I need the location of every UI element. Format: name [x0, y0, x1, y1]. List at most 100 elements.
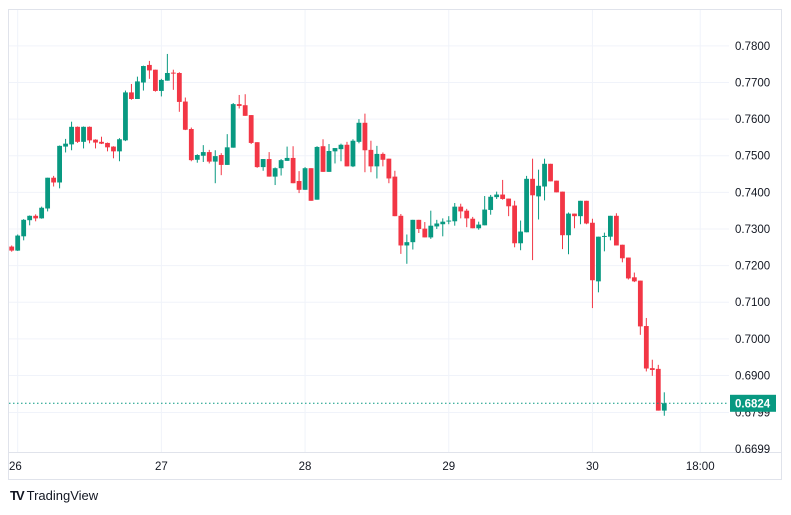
- candle-body: [152, 69, 158, 91]
- candle: [530, 158, 535, 261]
- candle: [57, 145, 62, 189]
- candle: [326, 144, 332, 172]
- price-tick-label: 0.7300: [735, 224, 770, 236]
- candle-body: [404, 242, 410, 246]
- candle-body: [326, 150, 332, 172]
- candle: [344, 141, 350, 167]
- candle: [452, 202, 458, 226]
- candle: [111, 146, 116, 159]
- candle: [631, 272, 637, 283]
- candle: [141, 65, 146, 91]
- candle: [81, 126, 86, 149]
- candle: [164, 53, 170, 81]
- time-tick-label: 18:00: [686, 461, 715, 473]
- candle: [578, 200, 583, 225]
- candle: [643, 317, 649, 372]
- candle-body: [446, 220, 452, 222]
- candle-body: [15, 235, 21, 251]
- candle-body: [45, 177, 51, 209]
- candle-body: [380, 153, 386, 160]
- candle-body: [500, 194, 506, 199]
- candle-body: [224, 147, 230, 165]
- candle-body: [542, 163, 547, 187]
- candle-body: [554, 180, 559, 193]
- candle-body: [81, 126, 86, 142]
- candle-body: [584, 200, 589, 224]
- candle-body: [188, 129, 194, 161]
- candle: [362, 113, 368, 173]
- candle-body: [230, 104, 236, 148]
- candle: [470, 216, 476, 229]
- candle-body: [135, 81, 140, 99]
- candle: [524, 175, 529, 233]
- candle: [9, 245, 15, 252]
- candle: [590, 218, 595, 309]
- candle-body: [608, 215, 613, 237]
- candle: [224, 134, 230, 165]
- candle-body: [578, 200, 583, 217]
- candle-body: [392, 176, 398, 217]
- candle-body: [158, 79, 164, 91]
- price-tick-label: 0.7500: [735, 151, 770, 163]
- candle-body: [590, 222, 595, 281]
- candle: [398, 213, 404, 254]
- candle: [332, 148, 338, 164]
- time-axis[interactable]: 26 27 28 29 30 18:00: [9, 461, 715, 473]
- candle: [117, 138, 122, 162]
- candle: [512, 200, 518, 248]
- candle: [27, 215, 33, 226]
- candle: [170, 69, 176, 90]
- time-tick-label: 26: [9, 461, 22, 473]
- candle: [278, 159, 284, 176]
- candle: [410, 219, 416, 250]
- candle: [434, 219, 440, 229]
- price-tick-label: 0.6900: [735, 370, 770, 382]
- candle: [428, 210, 434, 239]
- candle-body: [308, 168, 314, 201]
- candle-body: [398, 215, 404, 246]
- candle: [416, 219, 422, 234]
- candle-body: [655, 368, 661, 411]
- candle-body: [212, 156, 218, 162]
- candle: [488, 194, 494, 215]
- candle-body: [123, 92, 128, 141]
- candle: [152, 69, 158, 92]
- candle-body: [386, 158, 392, 179]
- candle: [105, 142, 110, 152]
- candle-body: [464, 210, 470, 219]
- candle-body: [661, 403, 667, 411]
- candle: [440, 218, 446, 237]
- candle: [500, 179, 506, 200]
- candle-body: [566, 213, 571, 236]
- candle: [218, 153, 224, 176]
- candle: [75, 126, 80, 143]
- candle-body: [57, 145, 62, 183]
- candle-body: [194, 155, 200, 160]
- candle-body: [649, 368, 655, 370]
- candle-body: [278, 160, 284, 169]
- candle-body: [452, 206, 458, 222]
- candle-body: [314, 146, 320, 200]
- candle-body: [170, 72, 176, 74]
- time-tick-label: 29: [442, 461, 455, 473]
- candle-body: [637, 280, 643, 327]
- candle: [45, 177, 51, 212]
- candle: [619, 244, 625, 263]
- candle: [266, 152, 272, 177]
- candle: [374, 145, 380, 179]
- price-tick-label: 0.7700: [735, 78, 770, 90]
- candle: [296, 171, 302, 194]
- tradingview-logo-text: TradingView: [26, 488, 99, 503]
- candle: [536, 169, 541, 220]
- candle: [494, 191, 500, 199]
- candle-body: [176, 72, 182, 102]
- candle-body: [613, 215, 619, 246]
- tradingview-logo[interactable]: TV TradingView: [10, 488, 98, 503]
- candle-body: [69, 126, 74, 145]
- price-tick-label: 0.7100: [735, 297, 770, 309]
- candle-body: [374, 153, 380, 167]
- candle-body: [625, 257, 631, 279]
- candle-body: [248, 115, 254, 143]
- candle: [356, 119, 362, 144]
